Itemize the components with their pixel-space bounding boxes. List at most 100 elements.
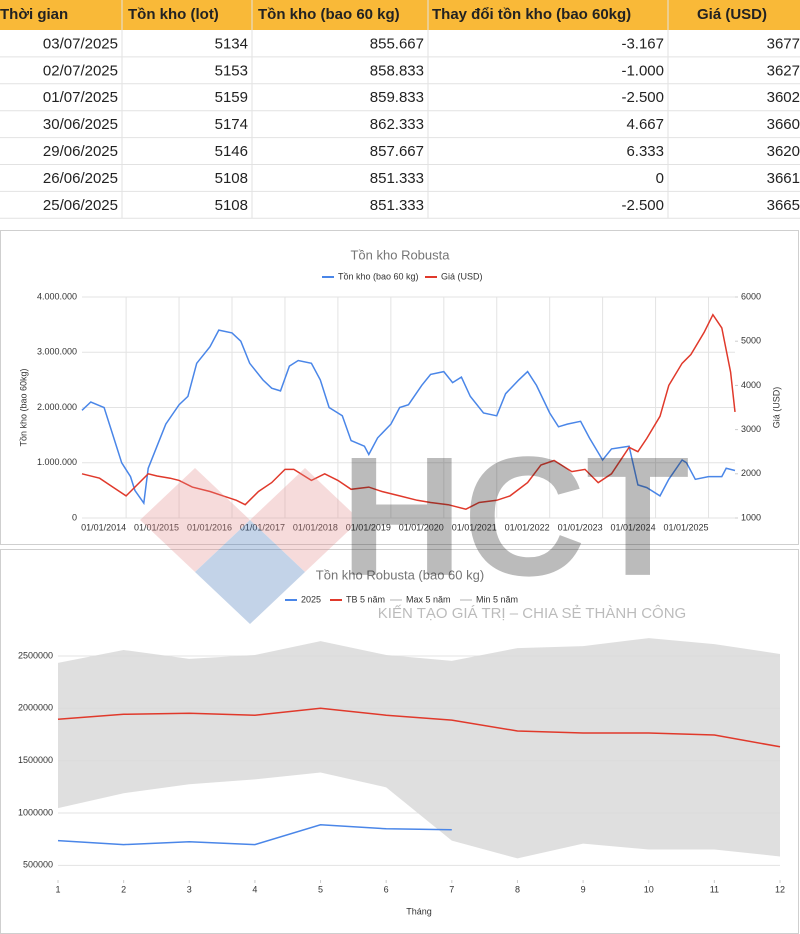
legend-label: 2025: [301, 594, 321, 604]
y2-tick-label: 5000: [741, 336, 761, 346]
chart-title: Tồn kho Robusta: [350, 247, 450, 262]
x-tick-label: 2: [121, 884, 126, 894]
table-cell: 4.667: [626, 116, 664, 133]
legend-label: Giá (USD): [441, 271, 483, 281]
table-cell: 5134: [215, 35, 248, 52]
x-tick-label: 01/01/2019: [346, 522, 391, 532]
table-cell: 862.333: [370, 116, 424, 133]
x-tick-label: 11: [710, 884, 719, 894]
x-tick-label: 01/01/2018: [293, 522, 338, 532]
header-cell: Tồn kho (lot): [128, 6, 219, 23]
x-tick-label: 10: [644, 884, 654, 894]
table-cell: 3661: [767, 170, 800, 187]
table-cell: 6.333: [626, 143, 664, 160]
table-cell: 855.667: [370, 35, 424, 52]
x-axis-label: Tháng: [406, 906, 432, 916]
table-cell: -3.167: [621, 35, 664, 52]
y-axis-label: Tồn kho (bao 60kg): [18, 368, 28, 446]
x-tick-label: 01/01/2020: [399, 522, 444, 532]
y-tick-label: 1500000: [18, 755, 53, 765]
y-tick-label: 3.000.000: [37, 347, 77, 357]
y-tick-label: 1.000.000: [37, 457, 77, 467]
table-cell: 5159: [215, 89, 248, 106]
x-tick-label: 01/01/2021: [452, 522, 497, 532]
legend-label: Tồn kho (bao 60 kg): [338, 271, 419, 281]
table-cell: 3602: [767, 89, 800, 106]
x-tick-label: 6: [384, 884, 389, 894]
chart-frame: [0, 230, 799, 545]
y2-axis-label: Giá (USD): [771, 387, 781, 429]
header-cell: Thay đổi tồn kho (bao 60kg): [432, 6, 631, 23]
table-cell: 0: [656, 170, 664, 187]
x-tick-label: 01/01/2022: [505, 522, 550, 532]
x-tick-label: 01/01/2016: [187, 522, 232, 532]
y2-tick-label: 2000: [741, 468, 761, 478]
table-cell: 03/07/2025: [43, 35, 118, 52]
table-cell: 851.333: [370, 170, 424, 187]
x-tick-label: 01/01/2023: [558, 522, 603, 532]
legend-label: Max 5 năm: [406, 594, 451, 604]
x-tick-label: 1: [55, 884, 60, 894]
table-cell: 858.833: [370, 62, 424, 79]
chart-title: Tồn kho Robusta (bao 60 kg): [316, 567, 484, 582]
table-cell: 29/06/2025: [43, 143, 118, 160]
x-tick-label: 4: [252, 884, 257, 894]
table-cell: 3660: [767, 116, 800, 133]
table-cell: 02/07/2025: [43, 62, 118, 79]
logo-shape: [140, 468, 250, 572]
header-bg: [0, 0, 800, 30]
table-cell: 5174: [215, 116, 248, 133]
table-cell: -1.000: [621, 62, 664, 79]
x-tick-label: 01/01/2024: [611, 522, 656, 532]
x-tick-label: 01/01/2017: [240, 522, 285, 532]
table-cell: 3627: [767, 62, 800, 79]
x-tick-label: 7: [449, 884, 454, 894]
table-cell: 5108: [215, 170, 248, 187]
table-cell: 859.833: [370, 89, 424, 106]
table-cell: 3665: [767, 197, 800, 214]
logo-shape: [195, 520, 305, 624]
legend-label: TB 5 năm: [346, 594, 385, 604]
x-tick-label: 01/01/2015: [134, 522, 179, 532]
header-cell: Giá (USD): [697, 6, 767, 23]
y2-tick-label: 4000: [741, 380, 761, 390]
table-cell: -2.500: [621, 197, 664, 214]
table-cell: 3620: [767, 143, 800, 160]
x-tick-label: 12: [775, 884, 785, 894]
x-tick-label: 9: [581, 884, 586, 894]
table-cell: -2.500: [621, 89, 664, 106]
table-cell: 851.333: [370, 197, 424, 214]
table-cell: 25/06/2025: [43, 197, 118, 214]
table-cell: 26/06/2025: [43, 170, 118, 187]
series-line: [81, 313, 736, 510]
logo-text: HCT: [340, 422, 689, 612]
x-tick-label: 01/01/2025: [663, 522, 708, 532]
legend-label: Min 5 năm: [476, 594, 518, 604]
x-tick-label: 01/01/2014: [81, 522, 126, 532]
y-tick-label: 2.000.000: [37, 402, 77, 412]
table-cell: 5146: [215, 143, 248, 160]
x-tick-label: 3: [187, 884, 192, 894]
x-tick-label: 5: [318, 884, 323, 894]
header-cell: Tồn kho (bao 60 kg): [258, 6, 400, 23]
y-tick-label: 4.000.000: [37, 291, 77, 301]
range-band: [58, 638, 780, 859]
table-cell: 5153: [215, 62, 248, 79]
y2-tick-label: 1000: [741, 512, 761, 522]
y2-tick-label: 3000: [741, 424, 761, 434]
x-tick-label: 8: [515, 884, 520, 894]
series-line: [57, 707, 781, 748]
y-tick-label: 2500000: [18, 650, 53, 660]
y2-tick-label: 6000: [741, 291, 761, 301]
table-cell: 30/06/2025: [43, 116, 118, 133]
y-tick-label: 1000000: [18, 807, 53, 817]
header-cell: Thời gian: [0, 6, 68, 23]
table-cell: 5108: [215, 197, 248, 214]
series-line: [81, 329, 736, 506]
table-cell: 3677: [767, 35, 800, 52]
logo-tagline: KIẾN TẠO GIÁ TRỊ – CHIA SẺ THÀNH CÔNG: [378, 605, 686, 622]
table-cell: 01/07/2025: [43, 89, 118, 106]
logo-shape: [250, 468, 360, 572]
y-tick-label: 2000000: [18, 703, 53, 713]
